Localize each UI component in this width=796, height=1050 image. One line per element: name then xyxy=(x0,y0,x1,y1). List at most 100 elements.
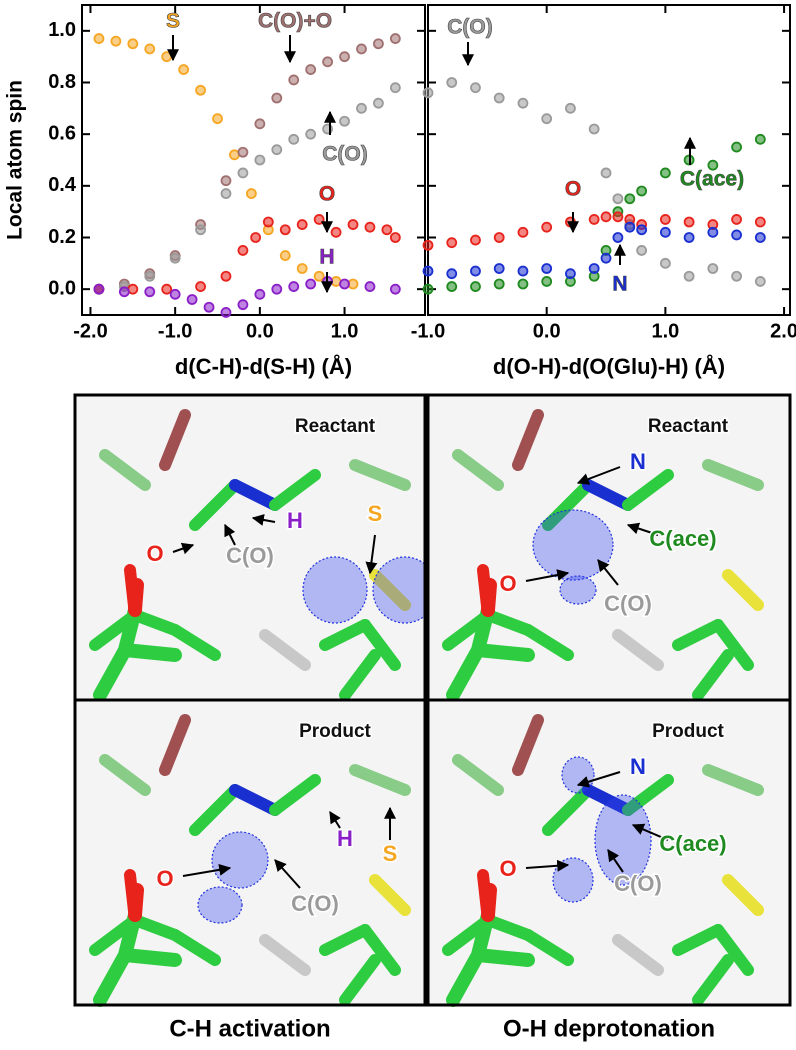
data-point xyxy=(364,221,376,233)
data-point xyxy=(659,257,671,269)
molecule-bond xyxy=(159,409,191,471)
data-point xyxy=(339,51,350,63)
label-arrow xyxy=(576,466,621,485)
data-point xyxy=(262,216,274,228)
data-point xyxy=(144,43,156,55)
data-point xyxy=(588,263,600,274)
data-point xyxy=(178,64,190,75)
data-point xyxy=(493,232,505,243)
plot-frame xyxy=(427,4,791,316)
molecule-bond xyxy=(481,578,497,617)
data-point xyxy=(612,193,624,205)
data-point xyxy=(305,278,317,290)
data-point xyxy=(731,141,742,153)
data-point xyxy=(195,84,206,96)
data-point xyxy=(731,270,742,282)
spin-density xyxy=(211,831,269,889)
molecule-bond xyxy=(349,764,411,796)
data-point xyxy=(356,43,367,55)
data-point xyxy=(203,301,215,313)
data-point xyxy=(541,113,553,125)
series-label: S xyxy=(166,10,180,33)
data-point xyxy=(254,154,266,166)
data-point xyxy=(422,265,434,277)
series-label: C(O)+O xyxy=(258,10,332,33)
molecule-bond xyxy=(712,619,754,671)
data-point xyxy=(254,118,266,130)
atom-label: N xyxy=(630,449,646,474)
data-point xyxy=(446,237,458,249)
data-point xyxy=(588,214,600,225)
atom-label: O xyxy=(146,541,163,566)
data-point xyxy=(707,159,719,171)
label-arrow xyxy=(224,523,236,546)
data-point xyxy=(169,288,181,300)
data-point xyxy=(659,167,671,179)
data-point xyxy=(624,221,636,233)
series-label: C(O) xyxy=(322,143,368,166)
data-point xyxy=(254,288,266,300)
data-point xyxy=(517,97,529,109)
atom-label: C(O) xyxy=(614,871,662,896)
atom-label: C(O) xyxy=(604,591,652,616)
data-point xyxy=(373,38,384,50)
label-arrow xyxy=(182,863,232,877)
label-arrow xyxy=(525,569,570,582)
data-point xyxy=(93,33,105,44)
spin-density xyxy=(559,575,597,605)
data-point xyxy=(683,216,695,228)
y-tick-label: 0.2 xyxy=(48,226,76,248)
data-point xyxy=(422,239,434,251)
panel-title: Product xyxy=(652,721,724,742)
series-label: H xyxy=(319,246,334,269)
molecule-bond xyxy=(349,459,411,491)
data-point xyxy=(541,276,553,287)
atom-label: N xyxy=(630,754,646,779)
data-point xyxy=(271,144,283,156)
data-point xyxy=(212,113,223,125)
label-arrow xyxy=(626,522,659,536)
molecule-bond xyxy=(522,929,574,966)
molecule-bond xyxy=(672,924,724,956)
data-point xyxy=(612,232,624,243)
data-point xyxy=(373,97,384,109)
data-point xyxy=(754,276,766,287)
molecule-bond xyxy=(128,578,144,617)
data-point xyxy=(754,133,766,145)
data-point xyxy=(493,263,505,274)
data-point xyxy=(565,268,576,280)
data-point xyxy=(731,214,742,225)
molecule-bond xyxy=(702,459,764,491)
data-point xyxy=(296,263,308,274)
molecule-bond xyxy=(612,934,664,976)
data-point xyxy=(683,270,695,282)
data-point xyxy=(659,214,671,225)
data-point xyxy=(470,234,481,246)
data-point xyxy=(446,77,458,88)
data-point xyxy=(330,226,342,238)
molecule-bond xyxy=(542,479,594,531)
atom-label: H xyxy=(337,826,353,851)
y-tick-label: 1.0 xyxy=(48,19,76,41)
data-point xyxy=(288,133,300,145)
data-point xyxy=(446,281,458,292)
panel-border xyxy=(73,698,427,1007)
data-point xyxy=(636,224,648,236)
data-point xyxy=(313,214,325,225)
data-point xyxy=(279,250,291,261)
label-arrow xyxy=(274,859,301,889)
label-arrow xyxy=(631,823,669,841)
molecule-bond xyxy=(522,624,574,661)
molecule-bond xyxy=(319,619,371,651)
data-point xyxy=(279,224,291,236)
data-point xyxy=(161,283,173,295)
data-point xyxy=(237,245,249,256)
molecule-bond xyxy=(722,569,764,611)
x-tick-label: 1.0 xyxy=(331,320,359,342)
data-point xyxy=(169,252,181,264)
data-point xyxy=(161,51,173,63)
data-point xyxy=(470,281,481,292)
data-point xyxy=(220,270,232,282)
caption: C-H activation xyxy=(169,1015,330,1042)
